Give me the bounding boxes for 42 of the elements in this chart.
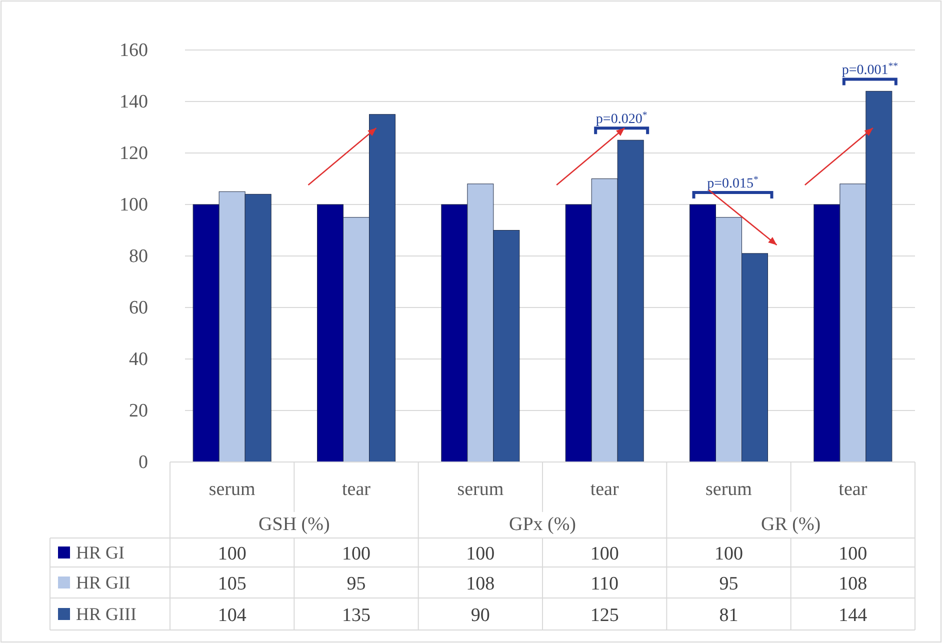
data-label: 81: [719, 605, 738, 626]
data-label: 108: [466, 574, 495, 594]
data-label: 104: [218, 605, 247, 626]
x-tick-label: tear: [342, 479, 372, 500]
y-tick-label: 0: [138, 452, 148, 473]
data-label: 100: [714, 544, 743, 564]
y-tick-label: 160: [120, 40, 148, 61]
y-tick-label: 120: [120, 143, 148, 164]
data-label: 100: [838, 544, 868, 564]
annotation: p=0.001$^{**}$: [842, 60, 898, 78]
data-label: 144: [838, 605, 868, 626]
x-tick-label: tear: [590, 479, 620, 500]
x-tick-label: serum: [457, 479, 504, 500]
text: GR (%): [761, 514, 821, 535]
y-tick-label: 80: [129, 246, 148, 267]
y-tick-label: 140: [120, 92, 148, 112]
data-label: 100: [218, 544, 246, 564]
data-label: 125: [590, 605, 619, 626]
data-label: 105: [218, 574, 246, 594]
y-tick-label: 60: [129, 298, 148, 318]
annotation: p=0.015$^{*}$: [707, 174, 758, 192]
data-label: 100: [466, 544, 495, 564]
y-tick-label: 20: [129, 400, 148, 422]
data-label: 95: [346, 574, 366, 594]
data-label: 95: [719, 574, 738, 594]
data-label: 135: [342, 605, 370, 626]
data-label: 100: [342, 544, 370, 564]
x-tick-label: serum: [208, 479, 256, 500]
data-label: 100: [590, 544, 619, 564]
data-label: 90: [470, 605, 490, 626]
text: GSH (%): [258, 514, 330, 535]
legend-label: HR GII: [76, 572, 130, 592]
data-label: 110: [590, 574, 618, 594]
legend-label: HR GI: [76, 542, 125, 562]
data-label: 108: [838, 574, 868, 594]
x-tick-label: serum: [706, 479, 752, 500]
x-tick-label: tear: [838, 479, 868, 500]
legend-label: HR GIII: [76, 604, 136, 624]
y-tick-label: 100: [120, 194, 148, 216]
text: GPx (%): [508, 514, 576, 535]
y-tick-label: 40: [129, 349, 148, 370]
annotation: p=0.020$^{*}$: [596, 110, 648, 128]
